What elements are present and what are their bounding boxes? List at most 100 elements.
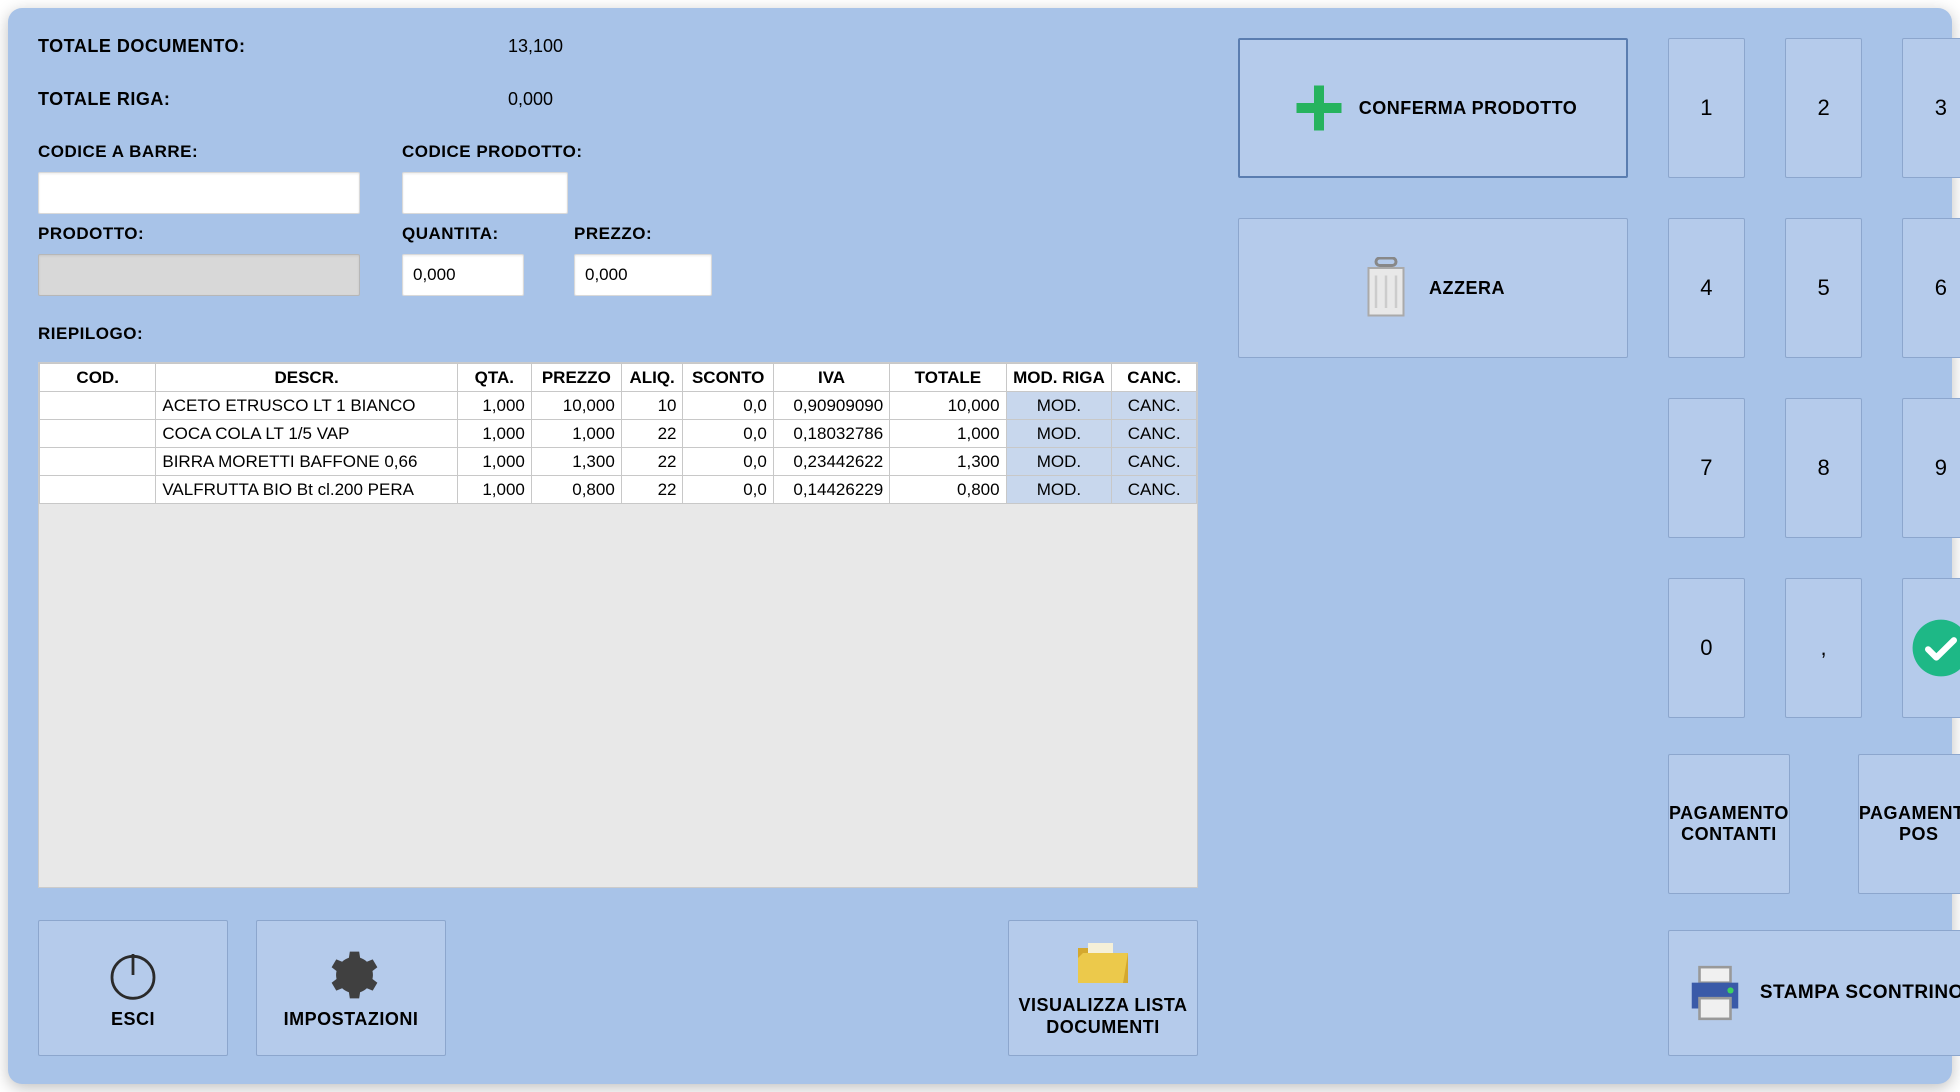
trash-icon xyxy=(1361,257,1411,319)
cell: 22 xyxy=(621,476,683,504)
pagamento-pos-button[interactable]: PAGAMENTO POS xyxy=(1858,754,1960,894)
cell: 0,14426229 xyxy=(773,476,889,504)
cell: 1,300 xyxy=(890,448,1006,476)
prodotto-label: PRODOTTO: xyxy=(38,224,360,244)
keypad-5[interactable]: 5 xyxy=(1785,218,1862,358)
cell xyxy=(40,448,156,476)
table-row: ACETO ETRUSCO LT 1 BIANCO1,00010,000100,… xyxy=(40,392,1197,420)
cell: 0,0 xyxy=(683,476,773,504)
prodcode-input[interactable] xyxy=(402,172,568,214)
col-header: TOTALE xyxy=(890,364,1006,392)
prodotto-input[interactable] xyxy=(38,254,360,296)
payment-row: PAGAMENTO CONTANTI PAGAMENTO POS xyxy=(1668,754,1960,894)
cell: 1,300 xyxy=(531,448,621,476)
canc-row-button[interactable]: CANC. xyxy=(1112,392,1197,420)
esci-label: ESCI xyxy=(111,1009,155,1030)
cell: 1,000 xyxy=(457,448,531,476)
col-header: COD. xyxy=(40,364,156,392)
quantita-label: QUANTITA: xyxy=(402,224,532,244)
folder-icon xyxy=(1073,937,1133,989)
mod-row-button[interactable]: MOD. xyxy=(1006,420,1112,448)
azzera-button[interactable]: AZZERA xyxy=(1238,218,1628,358)
col-header: PREZZO xyxy=(531,364,621,392)
cell: 10,000 xyxy=(890,392,1006,420)
total-doc-label: TOTALE DOCUMENTO: xyxy=(38,36,508,57)
keypad-comma[interactable]: , xyxy=(1785,578,1862,718)
barcode-input[interactable] xyxy=(38,172,360,214)
visualizza-button[interactable]: VISUALIZZA LISTA DOCUMENTI xyxy=(1008,920,1198,1056)
prezzo-label: PREZZO: xyxy=(574,224,714,244)
total-doc-row: TOTALE DOCUMENTO: 13,100 xyxy=(38,36,1198,57)
impostazioni-button[interactable]: IMPOSTAZIONI xyxy=(256,920,446,1056)
cell: 1,000 xyxy=(531,420,621,448)
keypad-confirm[interactable] xyxy=(1902,578,1960,718)
mod-row-button[interactable]: MOD. xyxy=(1006,448,1112,476)
canc-row-button[interactable]: CANC. xyxy=(1112,420,1197,448)
cell: 0,800 xyxy=(890,476,1006,504)
cell: 0,23442622 xyxy=(773,448,889,476)
total-row-value: 0,000 xyxy=(508,89,553,110)
cell: 10,000 xyxy=(531,392,621,420)
cell xyxy=(40,392,156,420)
cell xyxy=(40,476,156,504)
cell: 1,000 xyxy=(457,392,531,420)
table-row: BIRRA MORETTI BAFFONE 0,661,0001,300220,… xyxy=(40,448,1197,476)
prezzo-input[interactable] xyxy=(574,254,712,296)
check-icon xyxy=(1910,617,1960,679)
stampa-button[interactable]: STAMPA SCONTRINO xyxy=(1668,930,1960,1056)
bottom-buttons: ESCI IMPOSTAZIONI VISUALIZZA LISTA DOCUM… xyxy=(38,920,1198,1056)
gear-icon xyxy=(323,947,379,1003)
keypad-9[interactable]: 9 xyxy=(1902,398,1960,538)
center-buttons: CONFERMA PRODOTTO AZZERA xyxy=(1238,36,1628,1056)
impostazioni-label: IMPOSTAZIONI xyxy=(284,1009,419,1030)
pagamento-contanti-label: PAGAMENTO CONTANTI xyxy=(1669,803,1789,845)
canc-row-button[interactable]: CANC. xyxy=(1112,476,1197,504)
keypad: 123 456 789 0, xyxy=(1668,38,1960,718)
right-panel: 123 456 789 0, PAGAMENTO CONTANTI PAGAMENTO… xyxy=(1668,36,1960,1056)
cell: 1,000 xyxy=(457,420,531,448)
summary-table: COD.DESCR.QTA.PREZZOALIQ.SCONTOIVATOTALE… xyxy=(39,363,1197,504)
summary-label: RIEPILOGO: xyxy=(38,324,1198,344)
conferma-button[interactable]: CONFERMA PRODOTTO xyxy=(1238,38,1628,178)
mod-row-button[interactable]: MOD. xyxy=(1006,392,1112,420)
col-header: DESCR. xyxy=(156,364,457,392)
keypad-8[interactable]: 8 xyxy=(1785,398,1862,538)
keypad-7[interactable]: 7 xyxy=(1668,398,1745,538)
cell: COCA COLA LT 1/5 VAP xyxy=(156,420,457,448)
keypad-6[interactable]: 6 xyxy=(1902,218,1960,358)
plus-icon xyxy=(1289,78,1349,138)
esci-button[interactable]: ESCI xyxy=(38,920,228,1056)
cell: 0,0 xyxy=(683,420,773,448)
col-header: IVA xyxy=(773,364,889,392)
canc-row-button[interactable]: CANC. xyxy=(1112,448,1197,476)
cell: 1,000 xyxy=(890,420,1006,448)
total-row-label: TOTALE RIGA: xyxy=(38,89,508,110)
col-header: CANC. xyxy=(1112,364,1197,392)
left-panel: TOTALE DOCUMENTO: 13,100 TOTALE RIGA: 0,… xyxy=(38,36,1198,1056)
conferma-label: CONFERMA PRODOTTO xyxy=(1359,98,1578,119)
keypad-2[interactable]: 2 xyxy=(1785,38,1862,178)
cell: BIRRA MORETTI BAFFONE 0,66 xyxy=(156,448,457,476)
summary-table-wrap: COD.DESCR.QTA.PREZZOALIQ.SCONTOIVATOTALE… xyxy=(38,362,1198,888)
pos-app: TOTALE DOCUMENTO: 13,100 TOTALE RIGA: 0,… xyxy=(8,8,1952,1084)
mod-row-button[interactable]: MOD. xyxy=(1006,476,1112,504)
cell: 22 xyxy=(621,420,683,448)
cell: 1,000 xyxy=(457,476,531,504)
col-header: MOD. RIGA xyxy=(1006,364,1112,392)
col-header: QTA. xyxy=(457,364,531,392)
keypad-0[interactable]: 0 xyxy=(1668,578,1745,718)
quantita-input[interactable] xyxy=(402,254,524,296)
pagamento-pos-label: PAGAMENTO POS xyxy=(1859,803,1960,845)
keypad-4[interactable]: 4 xyxy=(1668,218,1745,358)
table-row: VALFRUTTA BIO Bt cl.200 PERA1,0000,80022… xyxy=(40,476,1197,504)
keypad-3[interactable]: 3 xyxy=(1902,38,1960,178)
cell: 0,0 xyxy=(683,392,773,420)
keypad-1[interactable]: 1 xyxy=(1668,38,1745,178)
pagamento-contanti-button[interactable]: PAGAMENTO CONTANTI xyxy=(1668,754,1790,894)
cell xyxy=(40,420,156,448)
cell: 10 xyxy=(621,392,683,420)
col-header: ALIQ. xyxy=(621,364,683,392)
printer-icon xyxy=(1684,962,1746,1024)
input-fields: CODICE A BARRE: CODICE PRODOTTO: PRODOTT… xyxy=(38,142,1198,296)
prodcode-label: CODICE PRODOTTO: xyxy=(402,142,714,162)
